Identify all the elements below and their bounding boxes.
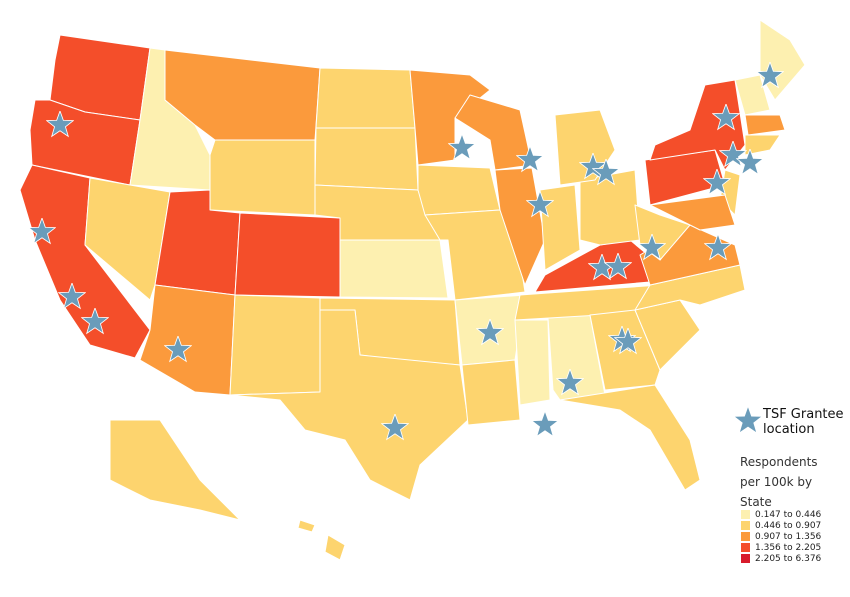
state-la — [461, 359, 521, 426]
state-ma — [744, 114, 786, 136]
legend-label: 0.446 to 0.907 — [755, 520, 822, 531]
legend-label: 0.907 to 1.356 — [755, 531, 822, 542]
state-sd — [314, 127, 419, 191]
state-ia — [417, 164, 501, 216]
states — [19, 19, 806, 561]
legend-swatch — [741, 554, 750, 563]
star-marker — [531, 411, 559, 437]
legend-label: 1.356 to 2.205 — [755, 542, 822, 553]
state-ct-ri — [744, 134, 781, 156]
legend-item: 0.907 to 1.356 — [741, 531, 821, 542]
marker-legend-label: TSF Grantee location — [763, 407, 844, 437]
state-in — [539, 184, 581, 271]
state-az — [139, 284, 236, 396]
legend-item: 1.356 to 2.205 — [741, 542, 821, 553]
legend-swatch — [741, 543, 750, 552]
state-oh — [579, 169, 641, 246]
state-ms — [514, 319, 551, 406]
legend-swatch — [741, 521, 750, 530]
legend-swatch — [741, 532, 750, 541]
state-me — [759, 19, 806, 101]
legend-item: 2.205 to 6.376 — [741, 553, 821, 564]
legend-title: Respondents per 100k by State — [740, 455, 818, 509]
legend-star — [733, 406, 763, 434]
legend-item: 0.446 to 0.907 — [741, 520, 821, 531]
state-fl — [559, 384, 701, 491]
state-hi — [324, 534, 346, 561]
state-nd — [315, 67, 416, 129]
state-vt-nh — [734, 74, 771, 116]
state-co — [234, 212, 341, 298]
state-nm — [229, 294, 321, 396]
legend-swatch — [741, 510, 750, 519]
legend-label: 0.147 to 0.446 — [755, 509, 822, 520]
state-md — [649, 194, 736, 231]
legend-label: 2.205 to 6.376 — [755, 553, 822, 564]
state-tx — [229, 309, 469, 501]
state-mn — [409, 69, 491, 166]
state-ks — [339, 239, 449, 299]
legend-bins: 0.147 to 0.446 0.446 to 0.907 0.907 to 1.3… — [741, 509, 821, 564]
state-wy — [209, 139, 316, 216]
state-ak — [109, 419, 241, 521]
legend-item: 0.147 to 0.446 — [741, 509, 821, 520]
state-hi — [297, 519, 316, 533]
